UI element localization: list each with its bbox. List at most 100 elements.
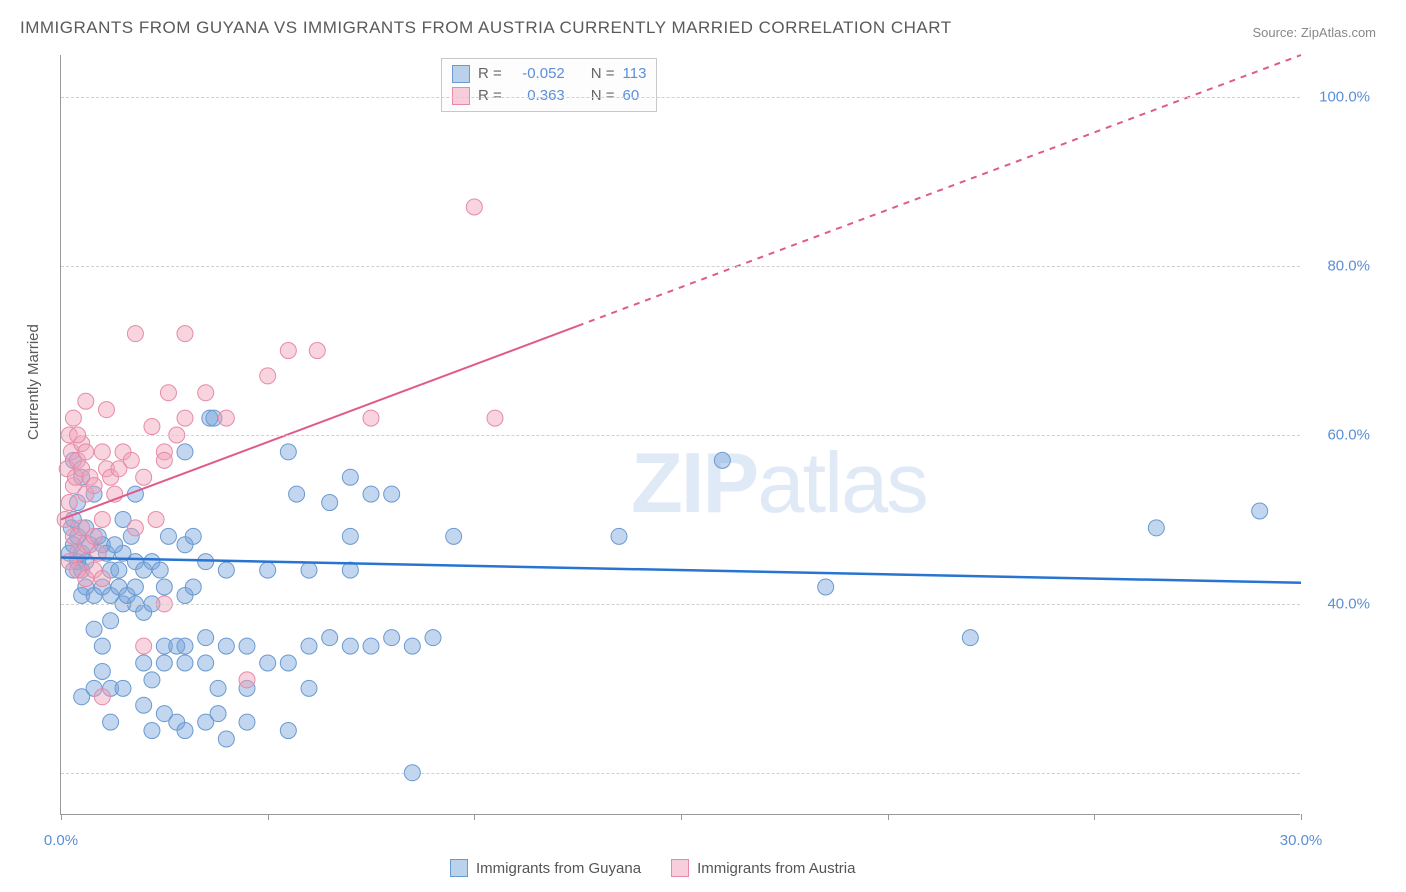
scatter-point <box>1148 520 1164 536</box>
scatter-point <box>384 486 400 502</box>
scatter-point <box>144 723 160 739</box>
scatter-point <box>301 638 317 654</box>
scatter-point <box>218 731 234 747</box>
scatter-point <box>152 562 168 578</box>
scatter-point <box>342 638 358 654</box>
scatter-point <box>177 655 193 671</box>
scatter-point <box>280 444 296 460</box>
scatter-point <box>198 630 214 646</box>
scatter-point <box>289 486 305 502</box>
scatter-point <box>123 452 139 468</box>
scatter-point <box>86 621 102 637</box>
scatter-point <box>65 410 81 426</box>
scatter-point <box>198 655 214 671</box>
gridline <box>61 97 1300 98</box>
legend-item: Immigrants from Austria <box>671 859 855 877</box>
scatter-point <box>363 410 379 426</box>
scatter-point <box>86 528 102 544</box>
scatter-point <box>78 393 94 409</box>
x-tick-mark <box>1094 814 1095 820</box>
scatter-point <box>94 663 110 679</box>
scatter-point <box>962 630 978 646</box>
scatter-point <box>425 630 441 646</box>
scatter-point <box>136 655 152 671</box>
scatter-point <box>363 486 379 502</box>
gridline <box>61 773 1300 774</box>
scatter-point <box>94 511 110 527</box>
legend-swatch <box>671 859 689 877</box>
scatter-point <box>94 638 110 654</box>
y-tick-label: 40.0% <box>1327 595 1370 612</box>
scatter-point <box>260 655 276 671</box>
scatter-point <box>148 511 164 527</box>
scatter-point <box>177 723 193 739</box>
y-tick-label: 100.0% <box>1319 89 1370 106</box>
scatter-point <box>127 579 143 595</box>
scatter-point <box>818 579 834 595</box>
scatter-point <box>309 343 325 359</box>
scatter-point <box>156 579 172 595</box>
scatter-point <box>136 469 152 485</box>
scatter-point <box>144 672 160 688</box>
x-tick-mark <box>681 814 682 820</box>
scatter-point <box>61 495 77 511</box>
scatter-point <box>280 343 296 359</box>
scatter-point <box>111 562 127 578</box>
scatter-point <box>218 410 234 426</box>
scatter-point <box>156 452 172 468</box>
scatter-point <box>218 638 234 654</box>
scatter-point <box>322 495 338 511</box>
bottom-legend: Immigrants from Guyana Immigrants from Au… <box>450 859 855 877</box>
scatter-point <box>363 638 379 654</box>
scatter-point <box>156 655 172 671</box>
scatter-point <box>446 528 462 544</box>
regression-line-dashed <box>578 55 1301 326</box>
legend-label: Immigrants from Austria <box>697 860 855 877</box>
scatter-point <box>239 672 255 688</box>
gridline <box>61 604 1300 605</box>
gridline <box>61 435 1300 436</box>
scatter-point <box>94 571 110 587</box>
scatter-point <box>177 410 193 426</box>
scatter-point <box>1252 503 1268 519</box>
scatter-point <box>301 562 317 578</box>
scatter-point <box>210 706 226 722</box>
x-tick-mark <box>61 814 62 820</box>
scatter-point <box>127 520 143 536</box>
y-tick-label: 60.0% <box>1327 427 1370 444</box>
x-tick-mark <box>888 814 889 820</box>
scatter-point <box>107 537 123 553</box>
x-tick-mark <box>474 814 475 820</box>
source-attribution: Source: ZipAtlas.com <box>1252 25 1376 40</box>
legend-item: Immigrants from Guyana <box>450 859 641 877</box>
scatter-point <box>198 385 214 401</box>
scatter-point <box>94 689 110 705</box>
scatter-point <box>115 680 131 696</box>
scatter-point <box>260 562 276 578</box>
legend-label: Immigrants from Guyana <box>476 860 641 877</box>
scatter-point <box>342 469 358 485</box>
scatter-point <box>404 638 420 654</box>
scatter-point <box>714 452 730 468</box>
chart-title: IMMIGRANTS FROM GUYANA VS IMMIGRANTS FRO… <box>20 18 952 38</box>
scatter-point <box>301 680 317 696</box>
legend-swatch <box>450 859 468 877</box>
scatter-point <box>280 723 296 739</box>
scatter-point <box>210 680 226 696</box>
scatter-point <box>260 368 276 384</box>
regression-line <box>61 557 1301 582</box>
scatter-point <box>136 697 152 713</box>
scatter-point <box>103 613 119 629</box>
scatter-point <box>185 579 201 595</box>
scatter-point <box>78 444 94 460</box>
x-tick-label: 0.0% <box>44 832 78 849</box>
y-tick-label: 80.0% <box>1327 258 1370 275</box>
scatter-point <box>611 528 627 544</box>
scatter-point <box>177 326 193 342</box>
plot-area: ZIPatlas R =-0.052N =113R =0.363N =60 40… <box>60 55 1300 815</box>
scatter-point <box>177 638 193 654</box>
scatter-point <box>322 630 338 646</box>
scatter-point <box>177 444 193 460</box>
x-tick-mark <box>1301 814 1302 820</box>
x-tick-mark <box>268 814 269 820</box>
